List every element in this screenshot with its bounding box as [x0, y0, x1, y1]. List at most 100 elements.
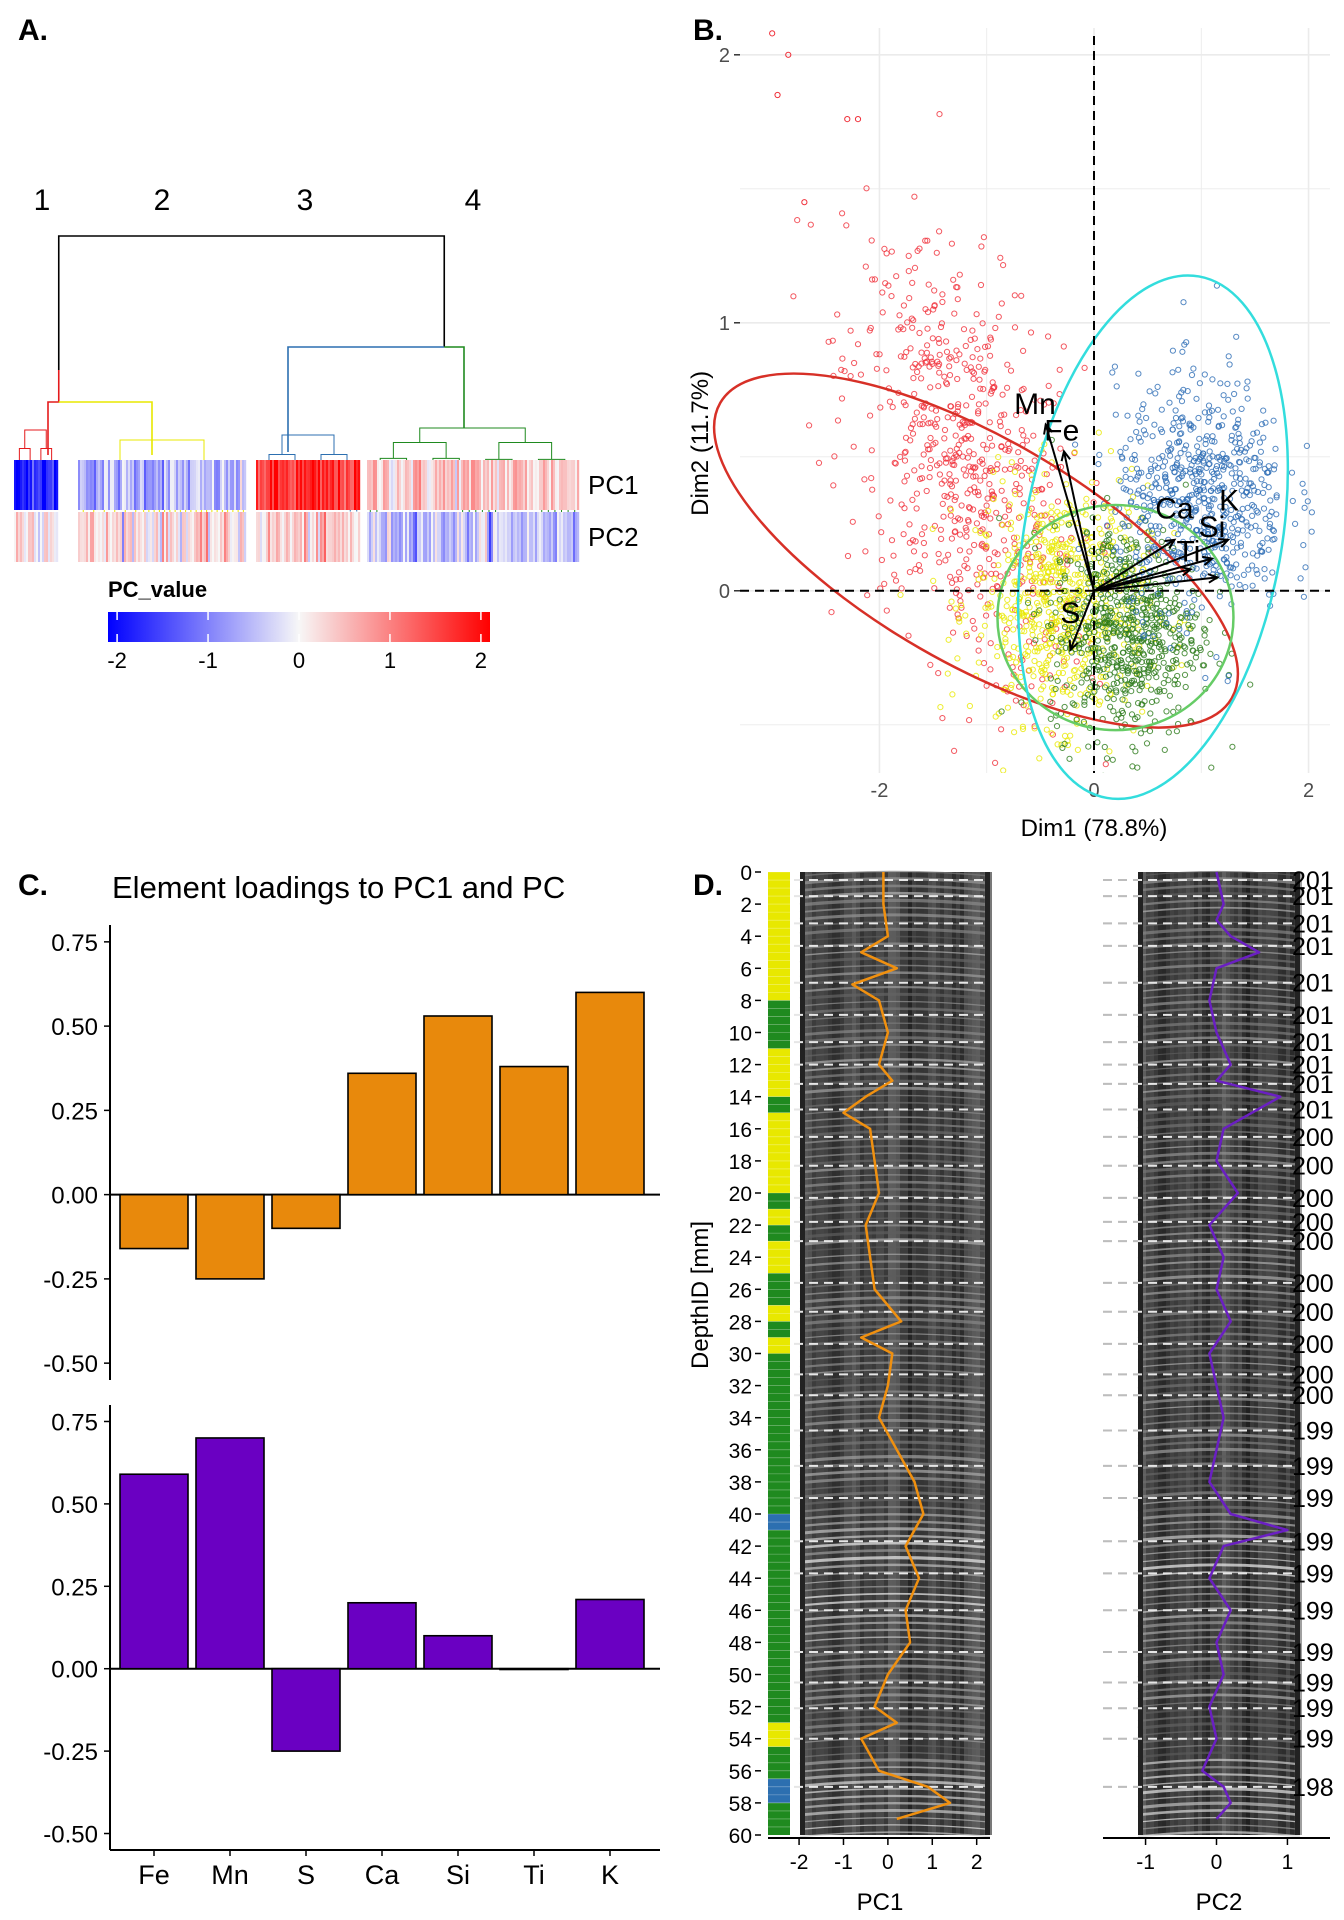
scatter-point — [1061, 620, 1068, 628]
scatter-point — [1101, 613, 1108, 621]
core-stripe — [892, 872, 896, 1835]
scatter-point — [1153, 481, 1160, 488]
core-layer — [1137, 1368, 1301, 1376]
scatter-point — [972, 464, 979, 471]
scatter-point — [1135, 370, 1142, 377]
scatter-point — [890, 552, 897, 559]
scatter-point — [1061, 624, 1069, 631]
scatter-point — [1027, 615, 1035, 623]
scatter-point — [1023, 643, 1030, 650]
scatter-point — [883, 250, 890, 257]
scatter-point — [1125, 509, 1132, 516]
heatmap-cell — [413, 512, 416, 562]
heatmap-cell — [32, 512, 35, 562]
heatmap-cell — [493, 460, 496, 510]
heatmap-cell — [477, 460, 480, 510]
scatter-point — [1113, 615, 1120, 622]
scatter-point — [1155, 644, 1163, 651]
scatter-point — [1037, 397, 1044, 404]
scatter-point — [1068, 602, 1075, 609]
core-stripe — [1210, 872, 1214, 1835]
scatter-point — [1090, 689, 1097, 696]
scatter-point — [1258, 421, 1266, 428]
scatter-point — [1234, 380, 1241, 387]
scatter-point — [963, 527, 970, 534]
scatter-point — [979, 320, 986, 327]
scatter-point — [958, 604, 965, 611]
heatmap-cell — [505, 512, 508, 562]
scatter-point — [1190, 647, 1197, 654]
heatmap-cell — [539, 512, 542, 562]
scatter-point — [953, 453, 960, 460]
core-layer — [799, 1520, 991, 1528]
core-stripe — [908, 872, 912, 1835]
scatter-point — [939, 291, 946, 298]
scatter-point — [1048, 546, 1055, 553]
scatter-point — [1155, 664, 1162, 671]
scatter-point — [1031, 648, 1038, 655]
heatmap-cell — [182, 460, 185, 510]
core-layer — [1137, 1549, 1301, 1556]
scatter-point — [1147, 661, 1154, 668]
scatter-point — [935, 335, 942, 343]
heatmap-cell — [242, 512, 245, 562]
core-layer — [1137, 1181, 1301, 1188]
core-stripe — [1206, 872, 1210, 1835]
core-layer — [799, 1794, 991, 1802]
heatmap-cell — [198, 512, 201, 562]
scatter-point — [929, 848, 934, 853]
heatmap-cell — [373, 512, 376, 562]
scatter-point — [1094, 739, 1101, 746]
heatmap-cell — [190, 460, 193, 510]
core-stripe — [1254, 872, 1258, 1835]
scatter-point — [1074, 554, 1081, 561]
scatter-point — [1214, 406, 1222, 413]
core-layer — [1137, 993, 1301, 1000]
scatter-point — [1188, 637, 1195, 645]
scatter-points — [769, 30, 1316, 853]
core-layer — [1137, 1621, 1301, 1629]
scatter-point — [1153, 600, 1161, 607]
scatter-point — [1190, 564, 1197, 571]
heatmap-cell — [491, 460, 494, 510]
scatter-point — [1148, 640, 1155, 647]
scatter-point — [955, 441, 962, 448]
scatter-point — [977, 281, 985, 289]
heatmap-cell — [338, 460, 341, 510]
scatter-point — [954, 611, 961, 618]
heatmap-cell — [134, 460, 137, 510]
depth-tick-label: 56 — [729, 1761, 752, 1784]
scatter-point — [1113, 598, 1120, 606]
scatter-point — [1119, 520, 1126, 528]
scatter-point — [869, 486, 876, 493]
heatmap-cell — [132, 512, 135, 562]
scatter-point — [1261, 465, 1268, 472]
heatmap-cell — [332, 460, 335, 510]
scatter-point — [1048, 621, 1055, 629]
scatter-point — [1129, 455, 1136, 462]
scatter-point — [988, 570, 995, 578]
core-stripe — [1218, 872, 1222, 1835]
heatmap-cell — [274, 460, 277, 510]
scatter-point — [1057, 636, 1064, 643]
scatter-point — [1183, 630, 1190, 637]
depth-tick-label: 18 — [729, 1151, 752, 1174]
y-tick-label: -0.25 — [43, 1267, 98, 1294]
legend-tick-label: 1 — [384, 648, 396, 673]
scatter-point — [897, 591, 904, 599]
heatmap-cell — [503, 460, 506, 510]
scatter-point — [1043, 659, 1050, 667]
scatter-point — [1048, 509, 1055, 516]
scatter-point — [1125, 523, 1132, 530]
scatter-point — [1052, 556, 1059, 563]
scatter-point — [1181, 599, 1188, 606]
scatter-point — [1244, 378, 1251, 385]
scatter-point — [993, 509, 1000, 516]
scatter-point — [975, 659, 982, 666]
scatter-point — [1189, 473, 1196, 480]
scatter-point — [868, 475, 875, 482]
core-layer — [1137, 950, 1301, 957]
scatter-point — [794, 217, 801, 224]
year-label: 199 — [1292, 1418, 1334, 1446]
